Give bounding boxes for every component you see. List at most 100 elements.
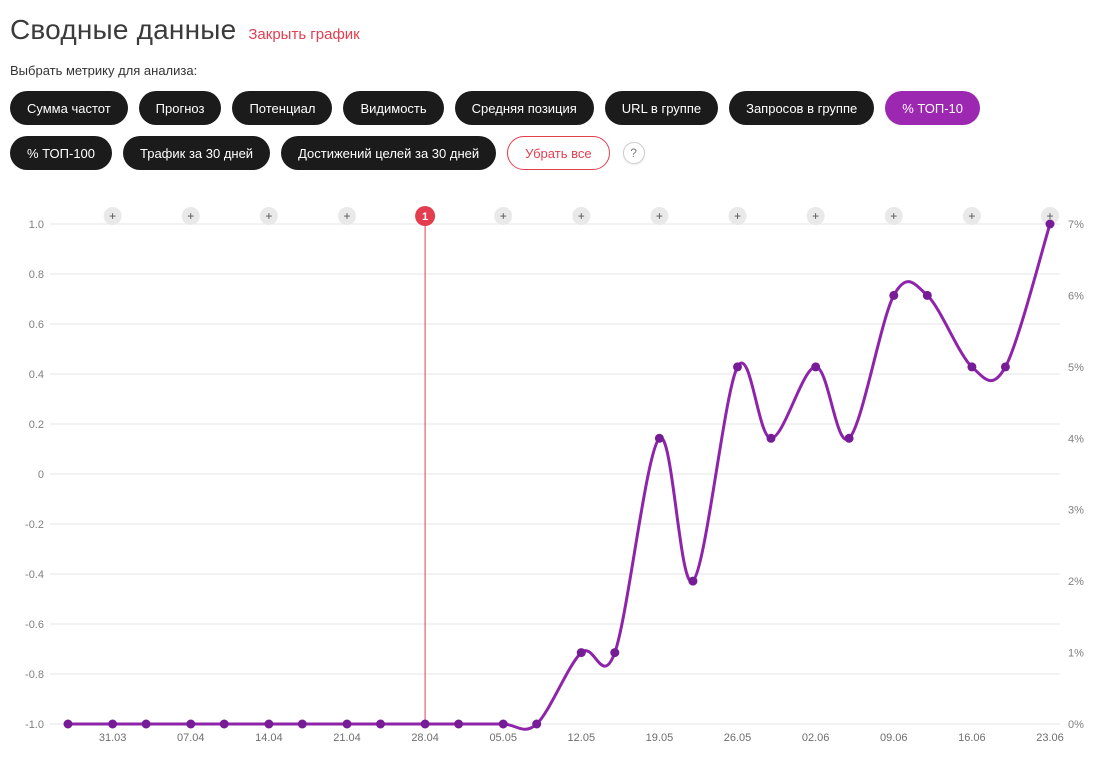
plus-icon: + — [187, 209, 194, 223]
add-note-circle — [494, 207, 513, 225]
data-point — [811, 362, 821, 372]
y-axis-left-label: 0.2 — [29, 419, 44, 431]
data-point — [654, 433, 664, 443]
y-axis-left-label: -0.4 — [25, 569, 44, 581]
x-axis-label: 28.04 — [411, 732, 439, 744]
add-note-button[interactable]: + — [884, 207, 903, 225]
data-point — [532, 719, 542, 729]
data-point — [688, 576, 698, 586]
y-axis-left-label: 0 — [38, 469, 44, 481]
plus-icon: + — [500, 209, 507, 223]
add-note-circle — [650, 207, 669, 225]
add-note-button[interactable]: + — [728, 207, 747, 225]
y-axis-left-label: 0.8 — [29, 269, 44, 281]
x-axis-label: 05.05 — [489, 732, 517, 744]
y-axis-right-label: 2% — [1068, 576, 1084, 588]
data-point — [922, 290, 932, 300]
y-axis-right-label: 4% — [1068, 433, 1084, 445]
add-note-button[interactable]: + — [650, 207, 669, 225]
data-point — [264, 719, 274, 729]
plus-icon: + — [656, 209, 663, 223]
add-note-button[interactable]: + — [806, 207, 825, 225]
y-axis-left-label: 0.6 — [29, 319, 44, 331]
data-point — [889, 290, 899, 300]
metric-buttons-row-1: Сумма частот Прогноз Потенциал Видимость Сре… — [10, 91, 1095, 125]
x-axis-label: 07.04 — [177, 732, 205, 744]
data-point — [498, 719, 508, 729]
y-axis-right-label: 1% — [1068, 648, 1084, 660]
add-note-circle — [103, 207, 122, 225]
metric-buttons-row-2: % ТОП-100 Трафик за 30 дней Достижений цел… — [10, 136, 1095, 170]
note-marker[interactable]: 1 — [415, 206, 436, 226]
y-axis-left-label: -0.6 — [25, 619, 44, 631]
metric-button-goal-achievements-30-days[interactable]: Достижений целей за 30 дней — [281, 136, 497, 170]
y-axis-left-label: -1.0 — [25, 719, 44, 731]
series-line — [66, 222, 1052, 731]
data-point — [844, 433, 854, 443]
y-axis-right-label: 7% — [1068, 219, 1084, 231]
metric-button-potential[interactable]: Потенциал — [232, 91, 333, 125]
x-axis-label: 31.03 — [99, 732, 127, 744]
data-point — [766, 433, 776, 443]
metric-button-forecast[interactable]: Прогноз — [138, 91, 222, 125]
add-note-button[interactable]: + — [103, 207, 122, 225]
y-axis-left-label: -0.2 — [25, 519, 44, 531]
y-axis-left-label: -0.8 — [25, 669, 44, 681]
close-chart-link[interactable]: Закрыть график — [248, 26, 360, 43]
data-point — [297, 719, 307, 729]
add-note-circle — [728, 207, 747, 225]
data-point — [186, 719, 196, 729]
metrics-label: Выбрать метрику для анализа: — [10, 63, 198, 78]
x-axis-label: 19.05 — [646, 732, 674, 744]
plus-icon: + — [812, 209, 819, 223]
x-axis-label: 14.04 — [255, 732, 283, 744]
metric-button-percent-top-10[interactable]: % ТОП-10 — [885, 91, 981, 125]
x-axis-label: 16.06 — [958, 732, 986, 744]
add-note-button[interactable]: + — [572, 207, 591, 225]
metric-button-queries-in-group[interactable]: Запросов в группе — [729, 91, 875, 125]
add-note-button[interactable]: + — [962, 207, 981, 225]
plus-icon: + — [578, 209, 585, 223]
data-point — [576, 648, 586, 658]
add-note-button[interactable]: + — [494, 207, 513, 225]
page-title: Сводные данные — [10, 14, 237, 45]
x-axis-label: 12.05 — [568, 732, 596, 744]
data-point — [1045, 219, 1055, 229]
data-point — [420, 719, 430, 729]
metric-button-average-position[interactable]: Средняя позиция — [454, 91, 594, 125]
data-point — [733, 362, 742, 372]
x-axis-label: 23.06 — [1036, 732, 1064, 744]
summary-chart: 1.0 0.8 0.6 0.4 0.2 0 -0.2 -0.4 -0.6 -0.8 -1.0 7% 6%… — [10, 194, 1095, 754]
x-axis-label: 02.06 — [802, 732, 830, 744]
add-note-button[interactable]: + — [181, 207, 200, 225]
y-axis-left-label: 1.0 — [29, 219, 44, 231]
plus-icon: + — [343, 209, 350, 223]
metric-button-url-in-group[interactable]: URL в группе — [604, 91, 719, 125]
data-point — [1000, 362, 1010, 372]
help-icon[interactable]: ? — [622, 142, 645, 164]
note-marker-count: 1 — [422, 211, 428, 223]
data-point — [610, 648, 620, 658]
add-note-circle — [806, 207, 825, 225]
plus-icon: + — [109, 209, 116, 223]
plus-icon: + — [890, 209, 897, 223]
x-axis-label: 09.06 — [880, 732, 908, 744]
plus-icon: + — [1046, 209, 1053, 223]
metric-button-sum-frequencies[interactable]: Сумма частот — [10, 91, 128, 125]
add-note-circle — [884, 207, 903, 225]
data-point — [967, 362, 977, 372]
add-note-button[interactable]: + — [337, 207, 356, 225]
metric-button-visibility[interactable]: Видимость — [343, 91, 444, 125]
data-point — [376, 719, 385, 729]
add-note-circle — [572, 207, 591, 225]
x-axis-label: 21.04 — [333, 732, 361, 744]
add-note-button[interactable]: + — [1041, 207, 1059, 225]
clear-all-button[interactable]: Убрать все — [507, 136, 610, 170]
summary-chart-svg: 1.0 0.8 0.6 0.4 0.2 0 -0.2 -0.4 -0.6 -0.8 -1.0 7% 6%… — [25, 206, 1084, 744]
x-axis-label: 26.05 — [724, 732, 752, 744]
add-note-button[interactable]: + — [259, 207, 278, 225]
metric-button-traffic-30-days[interactable]: Трафик за 30 дней — [123, 136, 271, 170]
metric-button-percent-top-100[interactable]: % ТОП-100 — [10, 136, 113, 170]
add-note-circle — [259, 207, 278, 225]
y-axis-right-label: 5% — [1068, 362, 1084, 374]
